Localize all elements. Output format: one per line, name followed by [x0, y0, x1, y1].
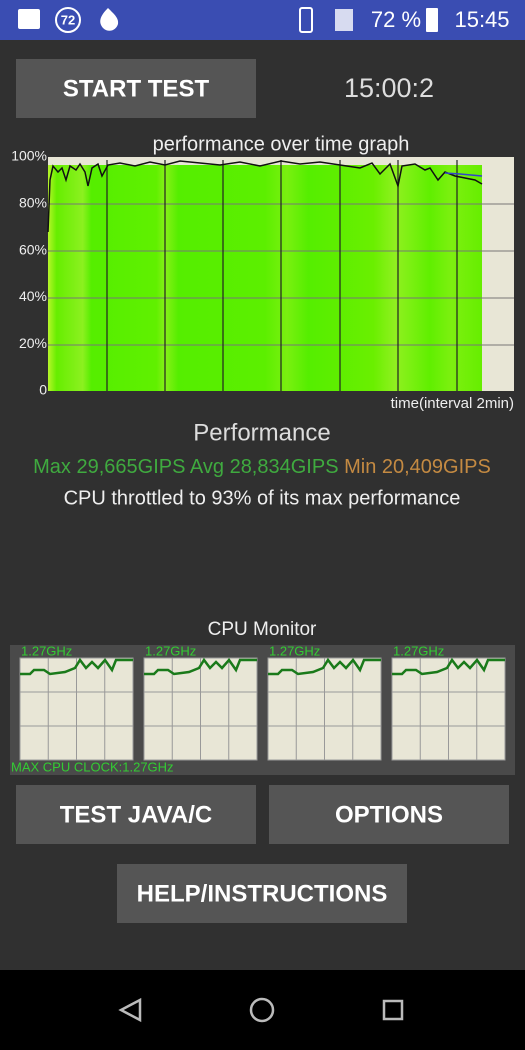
throttle-text: CPU throttled to 93% of its max performa… [64, 487, 461, 509]
recents-button[interactable] [382, 999, 404, 1021]
average-line [444, 172, 483, 177]
options-button-label[interactable]: OPTIONS [335, 801, 443, 828]
home-button[interactable] [249, 997, 275, 1023]
timer: 15:00:2 [344, 73, 434, 103]
core-clock-label: 1.27GHz [269, 643, 320, 658]
cpu-cores: 1.27GHz 1.27GHz 1.27GHz 1.27GHz [19, 643, 506, 761]
nav-bar [0, 970, 525, 1050]
y-label: 80% [19, 195, 47, 211]
performance-fill [48, 165, 482, 391]
options-button[interactable] [269, 785, 509, 844]
graph-vertical-grid [106, 160, 458, 391]
battery-icon [426, 8, 438, 32]
sim-icon [335, 9, 353, 31]
core-clock-label: 1.27GHz [393, 643, 444, 658]
y-label: 0 [39, 382, 47, 398]
vibrate-icon [299, 7, 313, 33]
clock: 15:45 [454, 7, 509, 32]
core-clock-line [20, 657, 133, 676]
y-label: 40% [19, 288, 47, 304]
y-label: 60% [19, 241, 47, 257]
y-label: 100% [11, 148, 47, 164]
start-button-label[interactable]: START TEST [63, 75, 210, 102]
back-button[interactable] [118, 997, 142, 1023]
core-clock-line [268, 657, 381, 676]
badge-number: 72 [61, 12, 75, 27]
max-cpu-clock: MAX CPU CLOCK:1.27GHz [11, 759, 174, 774]
x-axis-label: time(interval 2min) [391, 395, 514, 412]
flame-icon [100, 8, 119, 31]
y-labels: 100% 80% 60% 40% 20% 0 [11, 148, 47, 398]
start-button[interactable] [16, 59, 256, 118]
help-button[interactable] [117, 864, 407, 923]
core-clock-line [392, 657, 505, 676]
help-button-label[interactable]: HELP/INSTRUCTIONS [137, 880, 388, 907]
performance-heading: Performance [193, 419, 330, 446]
test-button-label[interactable]: TEST JAVA/C [60, 801, 212, 828]
cpu-monitor-title: CPU Monitor [208, 619, 317, 640]
min-stat: Min 20,409GIPS [344, 456, 491, 478]
graph-title: performance over time graph [153, 133, 410, 155]
gallery-icon [18, 9, 40, 29]
core-clock-line [144, 657, 257, 676]
core-clock-label: 1.27GHz [21, 643, 72, 658]
badge-icon [55, 7, 81, 33]
test-button[interactable] [16, 785, 256, 844]
avg-stat: Avg 28,834GIPS [190, 456, 339, 478]
max-stat: Max 29,665GIPS [33, 456, 185, 478]
status-bar [0, 0, 525, 40]
performance-stats: Max 29,665GIPS Avg 28,834GIPS Min 20,409… [33, 456, 491, 478]
y-label: 20% [19, 335, 47, 351]
performance-line [47, 160, 483, 233]
battery-percent: 72 % [371, 7, 421, 32]
core-clock-label: 1.27GHz [145, 643, 196, 658]
